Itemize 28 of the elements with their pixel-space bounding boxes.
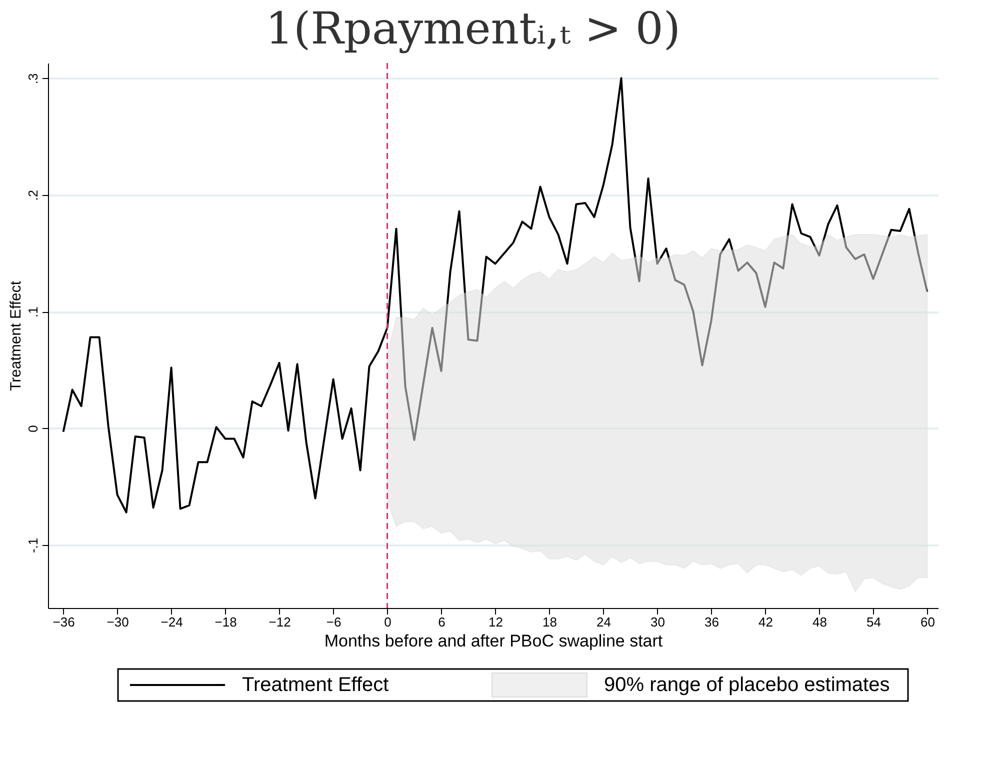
- x-tick-label: 12: [488, 614, 503, 630]
- x-tick-label: −6: [326, 614, 342, 630]
- x-tick-label: 30: [650, 614, 665, 630]
- y-tick-label: 0: [26, 425, 40, 432]
- x-axis-title: Months before and after PBoC swapline start: [324, 632, 663, 650]
- x-tick-label: 42: [758, 614, 773, 630]
- x-tick-label: −36: [52, 614, 75, 630]
- legend-label: 90% range of placebo estimates: [604, 674, 890, 696]
- y-tick-label: -.1: [26, 538, 40, 554]
- x-tick-label: 0: [384, 614, 392, 630]
- x-tick-label: −24: [160, 614, 183, 630]
- legend-label: Treatment Effect: [242, 674, 390, 696]
- line-series: [62, 77, 928, 514]
- chart-title: 1(Rpaymentᵢ,ₜ > 0): [265, 3, 681, 54]
- y-tick-label: .2: [26, 190, 40, 201]
- y-axis-title: Treatment Effect: [8, 280, 24, 392]
- x-tick-label: −12: [268, 614, 291, 630]
- y-tick-label: .1: [26, 306, 40, 318]
- x-tick-label: 48: [812, 614, 827, 630]
- x-tick-label: −18: [214, 614, 237, 630]
- x-tick-label: 54: [866, 614, 881, 630]
- x-tick-label: 60: [920, 614, 935, 630]
- x-tick-label: 24: [596, 614, 611, 630]
- x-tick-label: −30: [106, 614, 129, 630]
- x-tick-label: 36: [704, 614, 719, 630]
- y-tick-label: .3: [26, 73, 40, 84]
- x-tick-label: 6: [438, 614, 446, 630]
- x-tick-label: 18: [542, 614, 557, 630]
